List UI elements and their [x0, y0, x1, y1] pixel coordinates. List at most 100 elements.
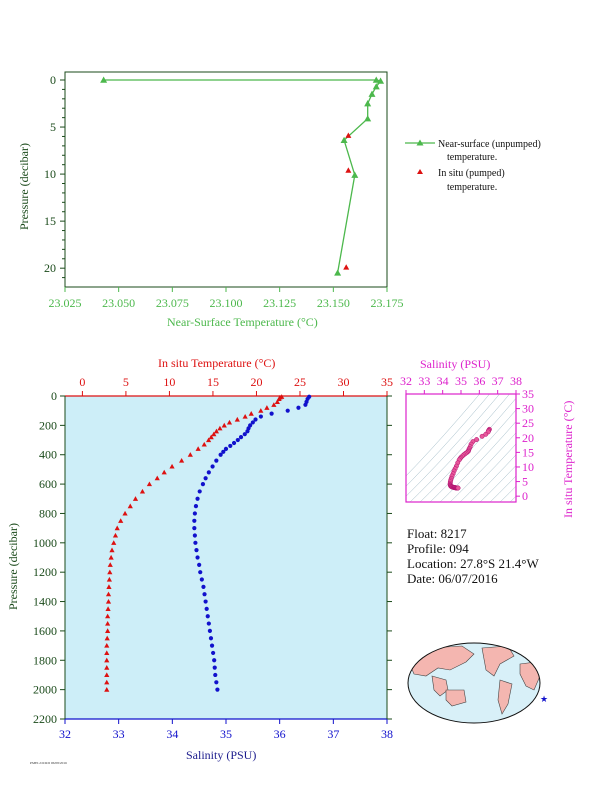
- y-tick-label: 1600: [33, 624, 57, 638]
- density-contour: [449, 432, 516, 502]
- ts-x-tick-label: 32: [400, 374, 412, 388]
- salinity-point: [192, 518, 197, 523]
- near-surface-plot-frame: [64, 71, 388, 288]
- x-tick-label: 23.050: [102, 296, 135, 310]
- y-tick-label: 15: [44, 214, 56, 228]
- temperature-point: [226, 419, 233, 425]
- ts-x-tick-label: 35: [455, 374, 467, 388]
- legend-unpumped-label: Near-surface (unpumped): [438, 139, 541, 150]
- near-surface-x-axis: 23.025 23.050 23.075 23.100 23.125 23.150 23.1…: [49, 287, 404, 310]
- salinity-point: [223, 446, 229, 451]
- density-contour: [409, 394, 510, 502]
- salinity-point: [238, 435, 244, 440]
- y-tick-label: 1000: [33, 536, 57, 550]
- salinity-point: [203, 599, 208, 604]
- world-map: ★: [407, 642, 548, 724]
- density-contour: [406, 394, 500, 497]
- ts-x-tick-label: 36: [473, 374, 485, 388]
- salinity-point: [197, 562, 202, 567]
- pumped-point: [343, 264, 350, 270]
- temperature-point: [264, 405, 270, 410]
- temperature-tick-label: 30: [337, 375, 349, 389]
- float-info: Float: 8217 Profile: 094 Location: 27.8°…: [407, 526, 539, 586]
- temperature-point: [276, 396, 282, 402]
- temperature-point: [111, 540, 117, 545]
- temperature-point: [104, 635, 110, 641]
- float-id: Float: 8217: [407, 526, 467, 541]
- south-asia-shape: [431, 675, 449, 697]
- temperature-tick-label: 20: [250, 375, 262, 389]
- y-tick-label: 5: [50, 120, 56, 134]
- profile-chart: 0200400600800100012001400160018002000220…: [6, 356, 393, 762]
- salinity-point: [253, 417, 258, 422]
- y-tick-label: 0: [51, 389, 57, 403]
- temperature-point: [105, 613, 111, 619]
- temperature-point: [248, 411, 254, 416]
- y-tick-label: 1400: [33, 595, 57, 609]
- salinity-point: [228, 443, 233, 449]
- temperature-tick-label: 5: [123, 375, 129, 389]
- y-tick-label: 1800: [33, 653, 57, 667]
- temperature-point: [118, 518, 124, 523]
- temperature-point: [104, 650, 110, 656]
- salinity-series: [192, 394, 312, 692]
- salinity-tick-label: 35: [220, 727, 232, 741]
- europe-shape: [529, 647, 540, 661]
- salinity-point: [269, 411, 274, 416]
- near-surface-y-label: Pressure (decibar): [17, 143, 31, 230]
- ts-y-tick-label: 20: [522, 431, 534, 445]
- temperature-point: [169, 463, 175, 469]
- unpumped-point: [364, 100, 372, 107]
- temperature-point: [213, 428, 220, 434]
- temperature-point: [161, 469, 167, 475]
- x-tick-label: 23.175: [371, 296, 404, 310]
- ts-x-tick-label: 34: [437, 374, 449, 388]
- salinity-point: [192, 526, 197, 531]
- temperature-point: [104, 657, 110, 663]
- salinity-point: [214, 458, 219, 463]
- density-contour: [439, 421, 516, 502]
- ts-salinity-axis: 32 33 34 35 36 37 38: [400, 374, 522, 394]
- temperature-tick-label: 10: [163, 375, 175, 389]
- y-tick-label: 600: [39, 477, 57, 491]
- salinity-point: [210, 464, 215, 469]
- temperature-point: [112, 532, 119, 538]
- salinity-tick-label: 34: [166, 727, 178, 741]
- salinity-point: [207, 628, 212, 634]
- density-contour: [406, 394, 490, 487]
- salinity-tick-label: 33: [113, 727, 125, 741]
- profile-date: Date: 06/07/2016: [407, 571, 498, 586]
- y-tick-label: 2000: [33, 683, 57, 697]
- temperature-tick-label: 25: [294, 375, 306, 389]
- salinity-point: [231, 440, 237, 446]
- unpumped-point: [368, 90, 376, 97]
- salinity-point: [213, 672, 218, 678]
- salinity-point: [201, 584, 206, 589]
- salinity-point: [195, 555, 200, 560]
- salinity-point: [194, 548, 199, 553]
- unpumped-series: [100, 76, 385, 276]
- temperature-tick-label: 15: [207, 375, 219, 389]
- temperature-tick-label: 35: [381, 375, 393, 389]
- temperature-point: [107, 562, 113, 567]
- ts-y-tick-label: 35: [522, 387, 534, 401]
- salinity-point: [215, 687, 220, 692]
- salinity-point: [193, 540, 198, 545]
- temperature-point: [221, 422, 227, 428]
- temperature-point: [187, 452, 193, 457]
- salinity-tick-label: 32: [59, 727, 71, 741]
- unpumped-point: [372, 83, 380, 90]
- y-tick-label: 10: [44, 167, 56, 181]
- unpumped-point: [377, 77, 385, 84]
- salinity-point: [212, 665, 217, 670]
- salinity-point: [296, 405, 301, 410]
- salinity-tick-label: 38: [381, 727, 393, 741]
- temperature-point: [106, 584, 112, 589]
- x-tick-label: 23.125: [263, 296, 296, 310]
- ts-point: [483, 431, 489, 437]
- salinity-point: [209, 643, 215, 648]
